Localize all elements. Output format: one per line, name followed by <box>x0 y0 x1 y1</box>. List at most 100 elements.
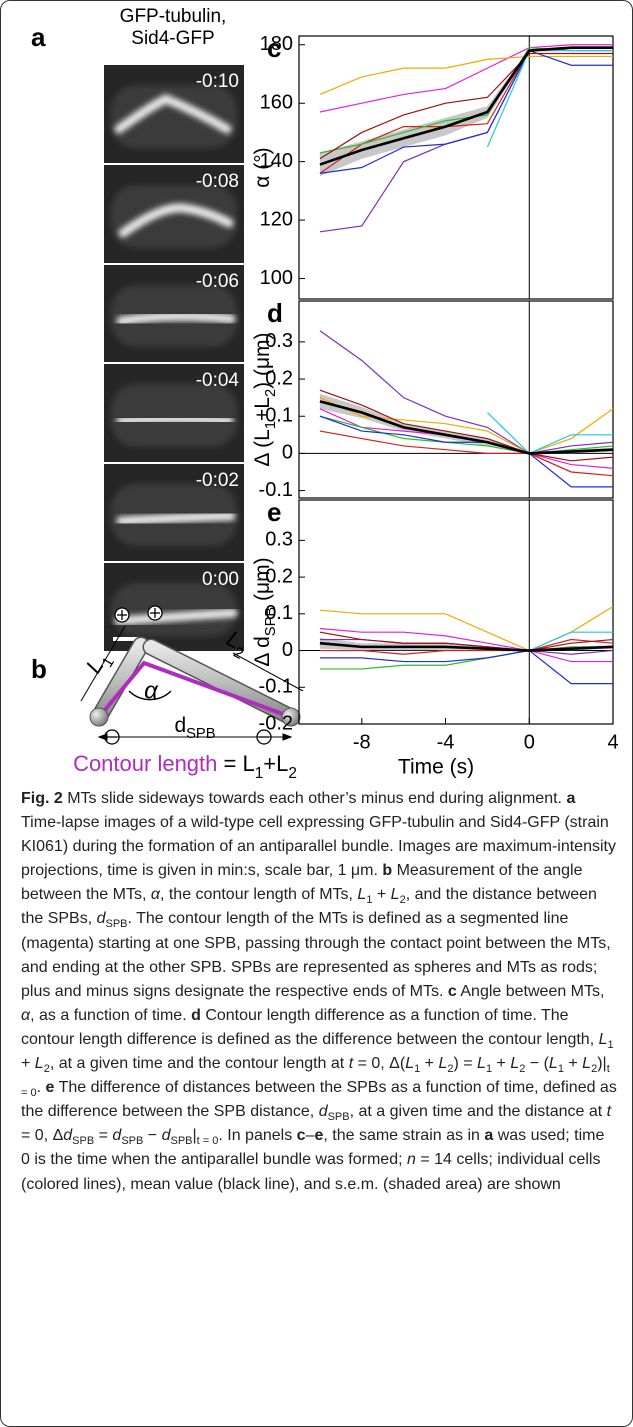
microtubule-signal <box>114 94 232 134</box>
cell-line <box>319 627 613 663</box>
text-run: α <box>150 886 160 904</box>
text-run: L <box>438 1055 448 1073</box>
x-tick-label: -8 <box>353 731 371 753</box>
text-run: )| <box>597 1055 607 1073</box>
text-run: t <box>348 1055 354 1073</box>
panel-title: GFP-tubulin, <box>120 6 227 27</box>
y-tick-label: 160 <box>260 91 293 113</box>
text-run: , at a given time and the contour length… <box>49 1055 349 1073</box>
equation: = L1+L2 <box>217 751 297 782</box>
text-run: d <box>96 910 106 928</box>
image-stack: -0:10 -0:08 -0:06 -0:04 -0:02 0:00 <box>104 65 244 651</box>
y-tick-label: 100 <box>260 267 293 289</box>
image-haze <box>111 185 237 248</box>
text-run: L <box>34 1055 44 1073</box>
figure: a GFP-tubulin, Sid4-GFP -0:10-0:08-0:06-… <box>31 6 619 782</box>
cell-line <box>319 389 613 462</box>
text-run: Δ d <box>251 636 274 666</box>
text-run: L <box>477 1055 486 1073</box>
microtubule-signal <box>116 511 236 526</box>
cell-line <box>319 397 613 455</box>
cell-line <box>486 50 613 148</box>
text-run: +L <box>263 751 288 776</box>
cell-line <box>319 430 613 477</box>
text-run: . In panels <box>218 1127 297 1145</box>
text-run: t = 0 <box>21 1063 610 1100</box>
text-run: c <box>447 982 457 1000</box>
spb <box>89 707 109 727</box>
text-run: + <box>372 886 391 904</box>
cell-line <box>319 415 613 488</box>
text-run: Fig. 2 <box>21 790 63 807</box>
text-run: SPB <box>170 1135 193 1148</box>
plot-frame <box>298 35 614 300</box>
text-run: α <box>21 1006 31 1024</box>
text-run: SPB <box>263 607 279 637</box>
microtubule-signal <box>116 414 234 426</box>
text-run: SPB <box>121 1135 144 1148</box>
cell-line <box>319 52 613 160</box>
cell-line <box>319 631 613 652</box>
text-run: 2 <box>519 1063 526 1076</box>
panel-label: c <box>267 33 281 63</box>
text-run: d <box>112 1127 122 1145</box>
text-run: Contour length difference as a function … <box>21 1006 599 1048</box>
y-tick-label: 0.3 <box>265 529 293 551</box>
mean-line <box>319 641 613 652</box>
y-axis-label: Δ dSPB (μm) <box>251 557 279 666</box>
x-tick-label: -4 <box>437 731 455 753</box>
sem-band <box>319 393 613 454</box>
panel-title: Sid4-GFP <box>131 28 214 49</box>
text-run: The difference of distances between the … <box>21 1079 617 1121</box>
y-tick-label: 0 <box>282 442 293 464</box>
microtubule-signal <box>114 608 238 626</box>
text-run: . <box>36 1079 46 1097</box>
text-run: L <box>510 1055 520 1073</box>
timestamp: -0:06 <box>196 271 239 292</box>
text-run: 1 <box>366 894 373 907</box>
text-run: Δ (L <box>251 429 274 466</box>
text-run: SPB <box>105 918 128 931</box>
cell-line <box>319 415 613 455</box>
contour-equation: Contour length = L1+L2 <box>73 751 297 782</box>
mean-line <box>319 400 613 455</box>
text-run: t = 0 <box>196 1135 219 1148</box>
text-run: 1 <box>607 1039 614 1052</box>
text-run: + <box>420 1055 439 1073</box>
panel-label: b <box>31 654 47 684</box>
text-run: 1 <box>485 1063 493 1076</box>
text-run: ) = <box>453 1055 478 1073</box>
x-tick-label: 0 <box>524 731 535 753</box>
text-run: 2 <box>399 894 406 907</box>
text-run: . The contour length of the MTs is defin… <box>21 910 611 1000</box>
plot-frame <box>298 499 614 725</box>
text-run: L <box>390 886 400 904</box>
text-run: 2 <box>447 1063 454 1076</box>
panel-label: e <box>267 497 281 527</box>
text-run: , the same strain as in <box>323 1127 485 1145</box>
plot-area <box>319 605 613 685</box>
sem-band <box>319 46 613 177</box>
text-run: 2 <box>43 1063 50 1076</box>
text-run: +L <box>251 397 274 421</box>
text-run: (μm) <box>251 557 274 606</box>
cell-line <box>319 49 613 174</box>
text-run: SPB <box>186 726 216 742</box>
plot-area <box>319 330 613 488</box>
text-run: L <box>405 1055 415 1073</box>
cell-line <box>319 55 613 95</box>
text-run: 2 <box>263 389 279 397</box>
text-run: − ( <box>525 1055 549 1073</box>
cell-line <box>319 649 613 685</box>
text-run: 2 <box>288 765 297 782</box>
contour-term: Contour length <box>73 751 217 776</box>
text-run: t <box>606 1103 612 1121</box>
y-tick-label: -0.1 <box>259 479 293 501</box>
text-run: α (°) <box>251 147 274 187</box>
text-run: ) (μm) <box>251 332 274 388</box>
y-tick-label: -0.1 <box>259 676 293 698</box>
text-run: = <box>94 1127 113 1145</box>
y-axis-label: α (°) <box>251 147 274 187</box>
rod <box>92 638 148 724</box>
y-tick-label: 0.2 <box>265 367 293 389</box>
